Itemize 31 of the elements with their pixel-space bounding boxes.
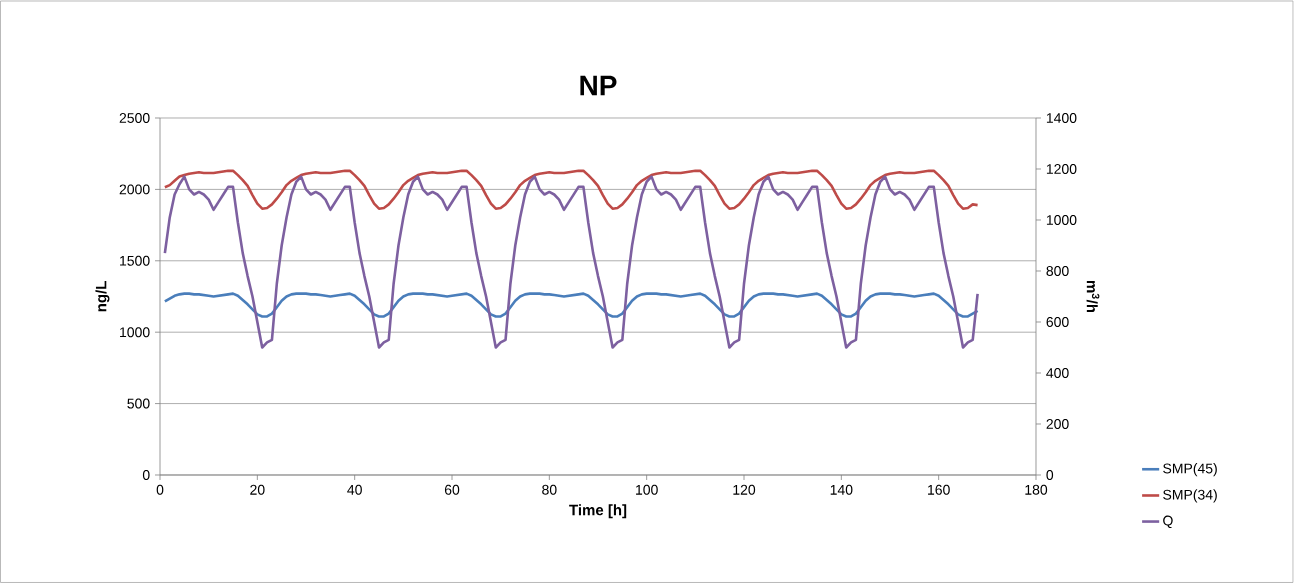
x-tick-label: 80 bbox=[542, 484, 557, 495]
x-tick-label: 180 bbox=[1025, 484, 1048, 495]
y-tick-label: 1000 bbox=[120, 327, 150, 338]
y2-tick-label: 1400 bbox=[1046, 113, 1077, 123]
x-tick-label: 140 bbox=[830, 484, 853, 495]
x-tick-label: 100 bbox=[636, 484, 658, 495]
x-tick-label: 40 bbox=[347, 484, 362, 495]
y-tick-label: 0 bbox=[142, 470, 150, 480]
y2-tick-label: 0 bbox=[1046, 470, 1054, 480]
y-axis-title: ng/L bbox=[95, 281, 110, 312]
y-tick-label: 1500 bbox=[120, 255, 150, 266]
y-tick-label: 2000 bbox=[119, 184, 150, 195]
x-tick-label: 0 bbox=[156, 484, 164, 495]
y2-tick-label: 200 bbox=[1046, 419, 1069, 429]
chart-title: NP bbox=[580, 75, 617, 96]
y2-tick-label: 400 bbox=[1046, 368, 1069, 378]
x-tick-label: 20 bbox=[250, 484, 265, 495]
y-tick-label: 500 bbox=[127, 398, 150, 409]
legend-label: SMP(34) bbox=[1163, 489, 1217, 503]
y-tick-label: 2500 bbox=[119, 113, 150, 123]
x-tick-label: 60 bbox=[444, 484, 460, 495]
x-tick-label: 160 bbox=[928, 484, 950, 495]
y2-tick-label: 1000 bbox=[1046, 215, 1077, 225]
x-tick-label: 120 bbox=[733, 484, 756, 495]
legend-label: SMP(45) bbox=[1163, 463, 1217, 477]
y2-tick-label: 800 bbox=[1046, 266, 1069, 276]
legend-label: Q bbox=[1163, 515, 1173, 529]
x-axis-title: Time [h] bbox=[569, 504, 627, 519]
y2-tick-label: 600 bbox=[1046, 317, 1069, 327]
y2-tick-label: 1200 bbox=[1046, 164, 1077, 174]
y2-axis-title: m$^{3}$/h bbox=[1086, 280, 1100, 313]
